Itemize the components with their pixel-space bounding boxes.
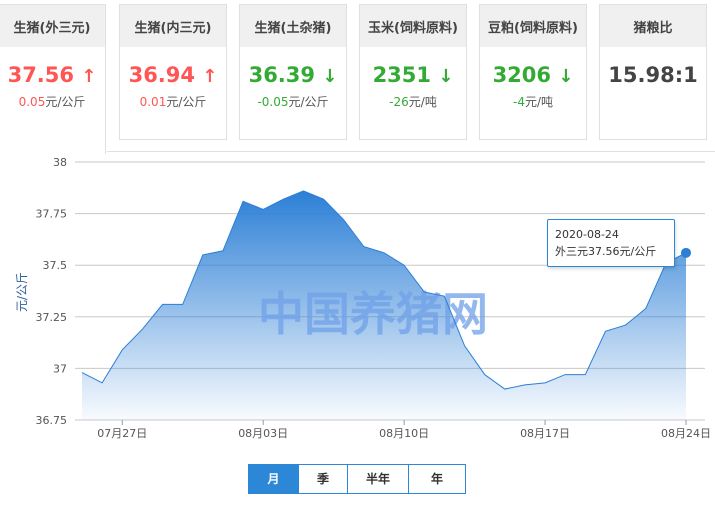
card-value: 37.56 ↑ bbox=[7, 63, 97, 87]
price-card[interactable]: 生猪(内三元) 36.94 ↑ 0.01元/公斤 bbox=[119, 4, 227, 140]
tooltip-date: 2020-08-24 bbox=[555, 228, 619, 241]
tooltip: 2020-08-24 外三元37.56元/公斤 bbox=[547, 219, 675, 267]
arrow-up-icon: ↑ bbox=[81, 66, 97, 87]
card-value: 36.39 ↓ bbox=[248, 63, 338, 87]
card-value: 2351 ↓ bbox=[372, 63, 454, 87]
range-selector: 月 季 半年 年 bbox=[248, 464, 466, 494]
card-value: 15.98:1 bbox=[608, 63, 698, 87]
series-area bbox=[82, 190, 686, 420]
price-card[interactable]: 生猪(土杂猪) 36.39 ↓ -0.05元/公斤 bbox=[239, 4, 347, 140]
arrow-up-icon: ↑ bbox=[202, 66, 218, 87]
series-line bbox=[81, 190, 687, 390]
tooltip-value: 外三元37.56元/公斤 bbox=[555, 245, 657, 258]
y-tick-label: 37.25 bbox=[36, 311, 68, 324]
price-card[interactable]: 豆粕(饲料原料) 3206 ↓ -4元/吨 bbox=[479, 4, 587, 140]
card-value: 3206 ↓ bbox=[492, 63, 574, 87]
x-tick-label: 08月03日 bbox=[238, 427, 288, 440]
card-change: -4元/吨 bbox=[512, 95, 553, 109]
chart-panel bbox=[107, 151, 715, 152]
y-tick-label: 37.5 bbox=[43, 259, 68, 272]
y-tick-label: 37.75 bbox=[36, 208, 68, 221]
y-tick-label: 36.75 bbox=[36, 414, 68, 427]
card-title: 生猪(内三元) bbox=[120, 5, 226, 47]
card-title: 豆粕(饲料原料) bbox=[480, 5, 586, 47]
price-card[interactable]: 玉米(饲料原料) 2351 ↓ -26元/吨 bbox=[359, 4, 467, 140]
arrow-down-icon: ↓ bbox=[558, 66, 574, 87]
x-tick-label: 08月17日 bbox=[520, 427, 570, 440]
arrow-down-icon: ↓ bbox=[438, 66, 454, 87]
card-title: 生猪(土杂猪) bbox=[240, 5, 346, 47]
card-change: 0.05元/公斤 bbox=[18, 95, 86, 109]
card-value: 36.94 ↑ bbox=[128, 63, 218, 87]
range-quarter-button[interactable]: 季 bbox=[298, 465, 347, 493]
card-title: 生猪(外三元) bbox=[0, 5, 105, 47]
range-year-button[interactable]: 年 bbox=[408, 465, 465, 493]
y-tick-label: 38 bbox=[53, 156, 67, 169]
data-point bbox=[681, 247, 691, 258]
card-change: 0.01元/公斤 bbox=[139, 95, 207, 109]
card-change: -0.05元/公斤 bbox=[257, 95, 329, 109]
card-title: 玉米(饲料原料) bbox=[360, 5, 466, 47]
watermark: 中国养猪网 bbox=[258, 287, 488, 341]
range-month-button[interactable]: 月 bbox=[249, 465, 298, 493]
y-axis-label: 元/公斤 bbox=[15, 272, 29, 312]
range-halfyear-button[interactable]: 半年 bbox=[347, 465, 408, 493]
x-tick-label: 08月10日 bbox=[379, 427, 429, 440]
card-change: -26元/吨 bbox=[389, 95, 437, 109]
price-card[interactable]: 生猪(外三元) 37.56 ↑ 0.05元/公斤 bbox=[0, 4, 106, 154]
price-card[interactable]: 猪粮比 15.98:1 bbox=[599, 4, 707, 140]
y-tick-label: 37 bbox=[53, 362, 67, 375]
x-tick-label: 08月24日 bbox=[661, 427, 711, 440]
x-tick-label: 07月27日 bbox=[97, 427, 147, 440]
card-title: 猪粮比 bbox=[600, 5, 706, 47]
arrow-down-icon: ↓ bbox=[322, 66, 338, 87]
